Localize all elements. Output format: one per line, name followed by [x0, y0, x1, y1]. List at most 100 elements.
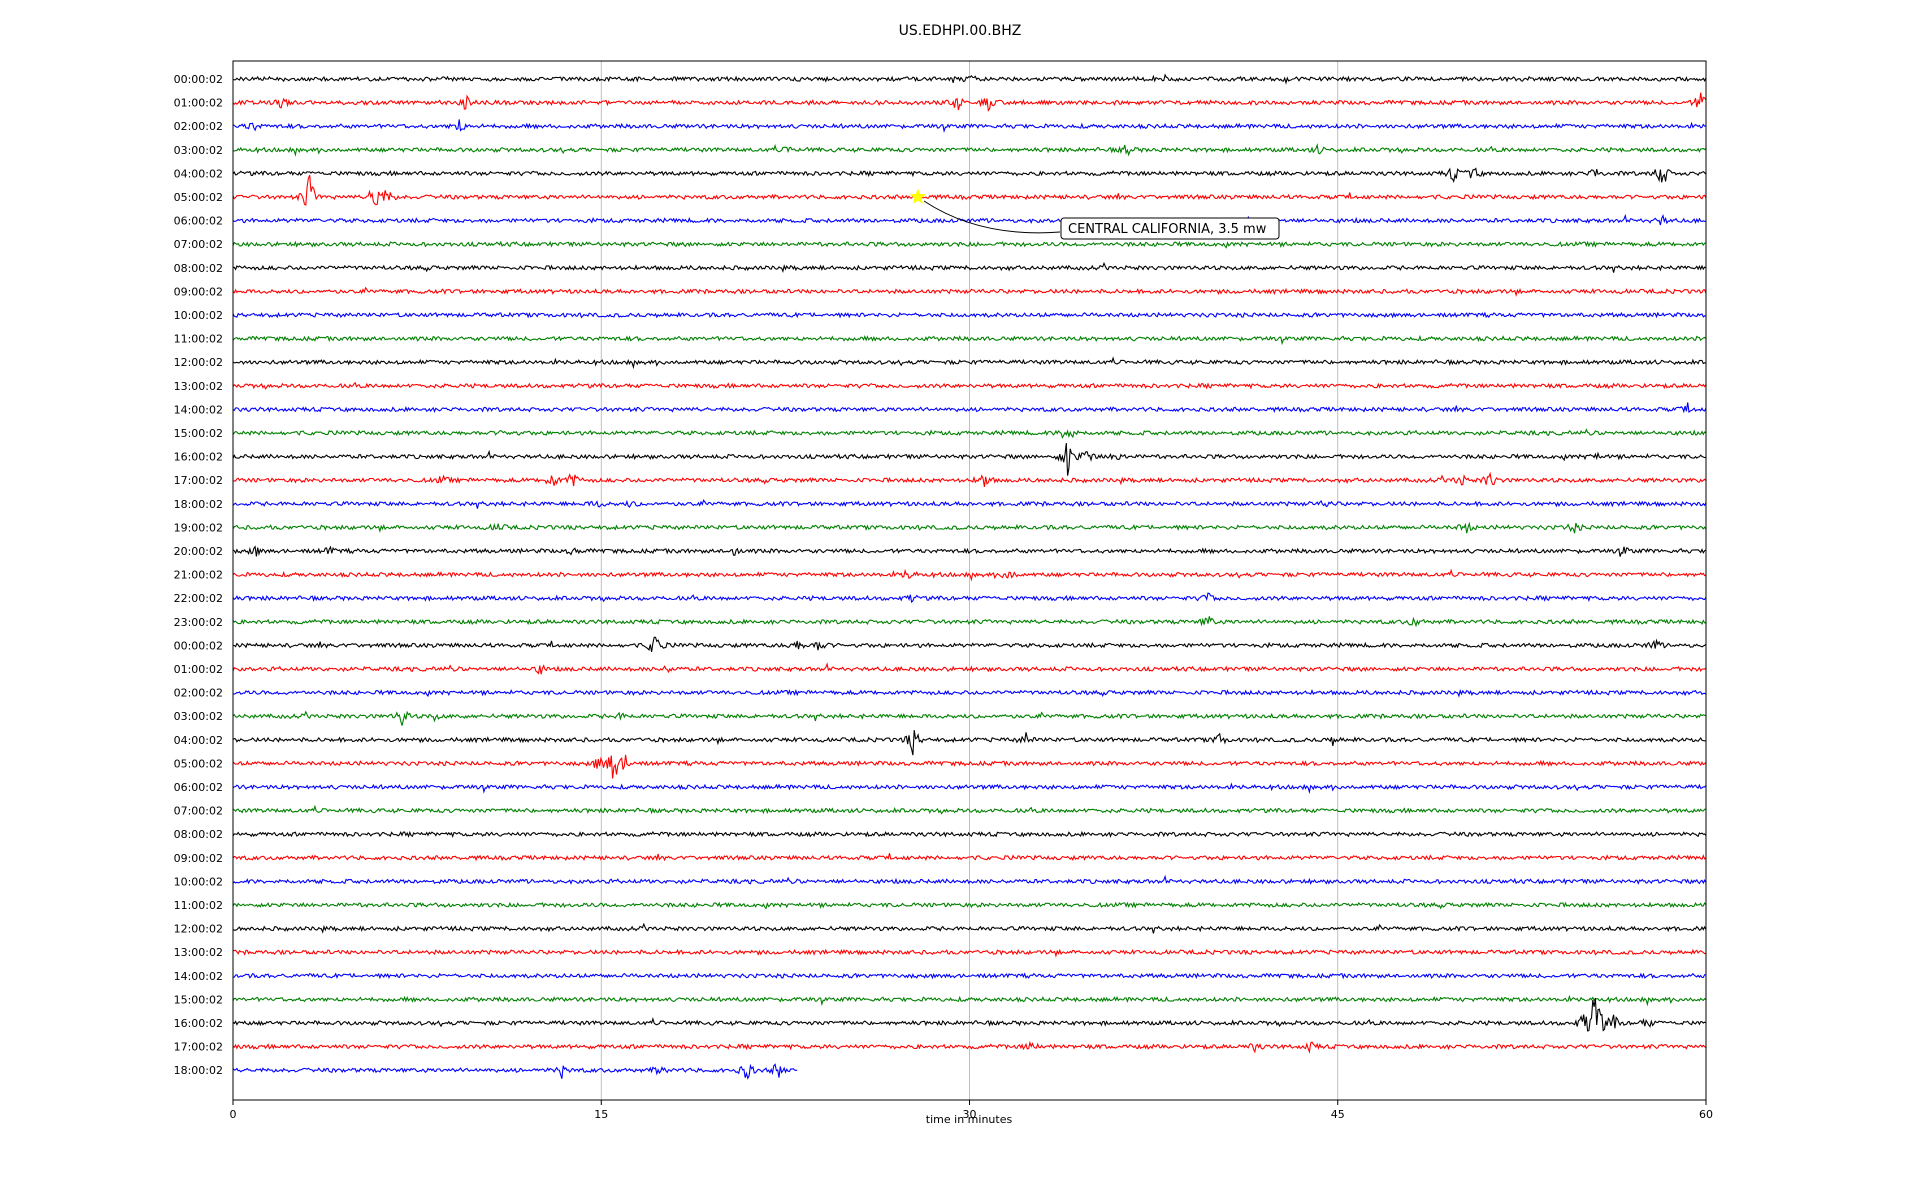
row-time-label: 01:00:02 — [174, 97, 223, 110]
row-time-label: 23:00:02 — [174, 616, 223, 629]
row-time-label: 10:00:02 — [174, 875, 223, 888]
trace-row-42 — [232, 1063, 798, 1080]
row-time-label: 18:00:02 — [174, 1064, 223, 1077]
x-axis-ticks: 0 15 30 45 60 — [230, 1100, 1713, 1121]
row-time-label: 07:00:02 — [174, 238, 223, 251]
trace-row-27 — [232, 710, 1707, 726]
row-time-label: 00:00:02 — [174, 639, 223, 652]
row-time-label: 08:00:02 — [174, 828, 223, 841]
row-time-label: 09:00:02 — [174, 852, 223, 865]
trace-lines — [232, 73, 1707, 1080]
vertical-grid — [600, 61, 1339, 1100]
trace-row-0 — [232, 73, 1707, 85]
trace-row-19 — [232, 521, 1707, 534]
trace-row-23 — [232, 616, 1707, 628]
trace-row-39 — [232, 994, 1707, 1007]
trace-row-3 — [232, 143, 1707, 157]
trace-row-41 — [232, 1040, 1707, 1054]
x-tick-label: 15 — [594, 1108, 608, 1121]
row-time-label: 14:00:02 — [174, 403, 223, 416]
row-time-label: 11:00:02 — [174, 899, 223, 912]
trace-row-35 — [232, 901, 1707, 910]
trace-row-32 — [232, 830, 1707, 839]
row-time-label: 19:00:02 — [174, 521, 223, 534]
event-star-marker — [909, 188, 927, 205]
row-time-label: 12:00:02 — [174, 356, 223, 369]
trace-row-2 — [232, 119, 1706, 133]
row-time-label: 22:00:02 — [174, 592, 223, 605]
trace-row-34 — [232, 874, 1707, 885]
trace-row-8 — [232, 261, 1707, 273]
row-time-label: 04:00:02 — [174, 167, 223, 180]
row-time-label: 21:00:02 — [174, 569, 223, 582]
trace-row-16 — [232, 442, 1707, 476]
trace-row-20 — [232, 545, 1707, 557]
trace-row-5 — [232, 174, 1707, 206]
chart-title: US.EDHPI.00.BHZ — [899, 23, 1022, 39]
row-time-label: 17:00:02 — [174, 1041, 223, 1054]
x-tick-label: 60 — [1699, 1108, 1713, 1121]
row-time-label: 13:00:02 — [174, 946, 223, 959]
row-time-label: 15:00:02 — [174, 427, 223, 440]
trace-row-21 — [232, 568, 1707, 582]
trace-row-12 — [232, 356, 1707, 370]
trace-row-24 — [232, 636, 1707, 652]
trace-row-14 — [232, 402, 1707, 414]
row-time-label: 05:00:02 — [174, 757, 223, 770]
trace-row-11 — [232, 334, 1707, 346]
trace-row-38 — [232, 972, 1707, 980]
row-time-label: 18:00:02 — [174, 498, 223, 511]
trace-row-25 — [232, 662, 1707, 675]
row-time-label: 15:00:02 — [174, 993, 223, 1006]
trace-row-28 — [232, 730, 1706, 756]
row-time-labels: 00:00:02 01:00:02 02:00:02 03:00:02 04:00:02… — [174, 73, 223, 1077]
trace-row-36 — [232, 922, 1707, 934]
row-time-label: 16:00:02 — [174, 451, 223, 464]
trace-row-33 — [232, 853, 1707, 862]
trace-row-9 — [232, 286, 1707, 297]
row-time-label: 10:00:02 — [174, 309, 223, 322]
row-time-label: 02:00:02 — [174, 120, 223, 133]
trace-row-22 — [232, 592, 1707, 604]
row-time-label: 09:00:02 — [174, 285, 223, 298]
annotation-leader — [923, 200, 1061, 234]
row-time-label: 17:00:02 — [174, 474, 223, 487]
x-axis-label: time in minutes — [926, 1113, 1013, 1126]
trace-row-15 — [232, 428, 1707, 439]
row-time-label: 00:00:02 — [174, 73, 223, 86]
trace-row-7 — [232, 240, 1707, 249]
row-time-label: 12:00:02 — [174, 923, 223, 936]
trace-row-40 — [232, 997, 1707, 1032]
row-time-label: 16:00:02 — [174, 1017, 223, 1030]
event-annotation: CENTRAL CALIFORNIA, 3.5 mw — [909, 188, 1280, 240]
trace-row-26 — [232, 688, 1707, 698]
x-tick-label: 30 — [963, 1108, 977, 1121]
trace-row-1 — [232, 92, 1707, 112]
row-time-label: 13:00:02 — [174, 380, 223, 393]
row-time-label: 04:00:02 — [174, 734, 223, 747]
row-time-label: 11:00:02 — [174, 333, 223, 346]
annotation-box — [1060, 217, 1280, 240]
x-tick-label: 45 — [1331, 1108, 1345, 1121]
trace-row-18 — [232, 498, 1707, 509]
trace-row-6 — [232, 213, 1706, 226]
row-time-label: 14:00:02 — [174, 970, 223, 983]
row-time-label: 06:00:02 — [174, 215, 223, 228]
row-time-label: 01:00:02 — [174, 663, 223, 676]
row-time-label: 07:00:02 — [174, 805, 223, 818]
row-time-label: 06:00:02 — [174, 781, 223, 794]
trace-row-37 — [232, 948, 1707, 958]
row-time-label: 08:00:02 — [174, 262, 223, 275]
row-time-label: 03:00:02 — [174, 144, 223, 157]
annotation-text: CENTRAL CALIFORNIA, 3.5 mw — [1068, 222, 1267, 237]
trace-row-10 — [232, 311, 1707, 319]
row-time-label: 05:00:02 — [174, 191, 223, 204]
x-tick-label: 0 — [230, 1108, 237, 1121]
trace-row-4 — [232, 167, 1707, 184]
row-time-label: 20:00:02 — [174, 545, 223, 558]
trace-row-29 — [232, 754, 1707, 779]
trace-row-30 — [232, 782, 1707, 795]
trace-row-13 — [232, 381, 1707, 390]
